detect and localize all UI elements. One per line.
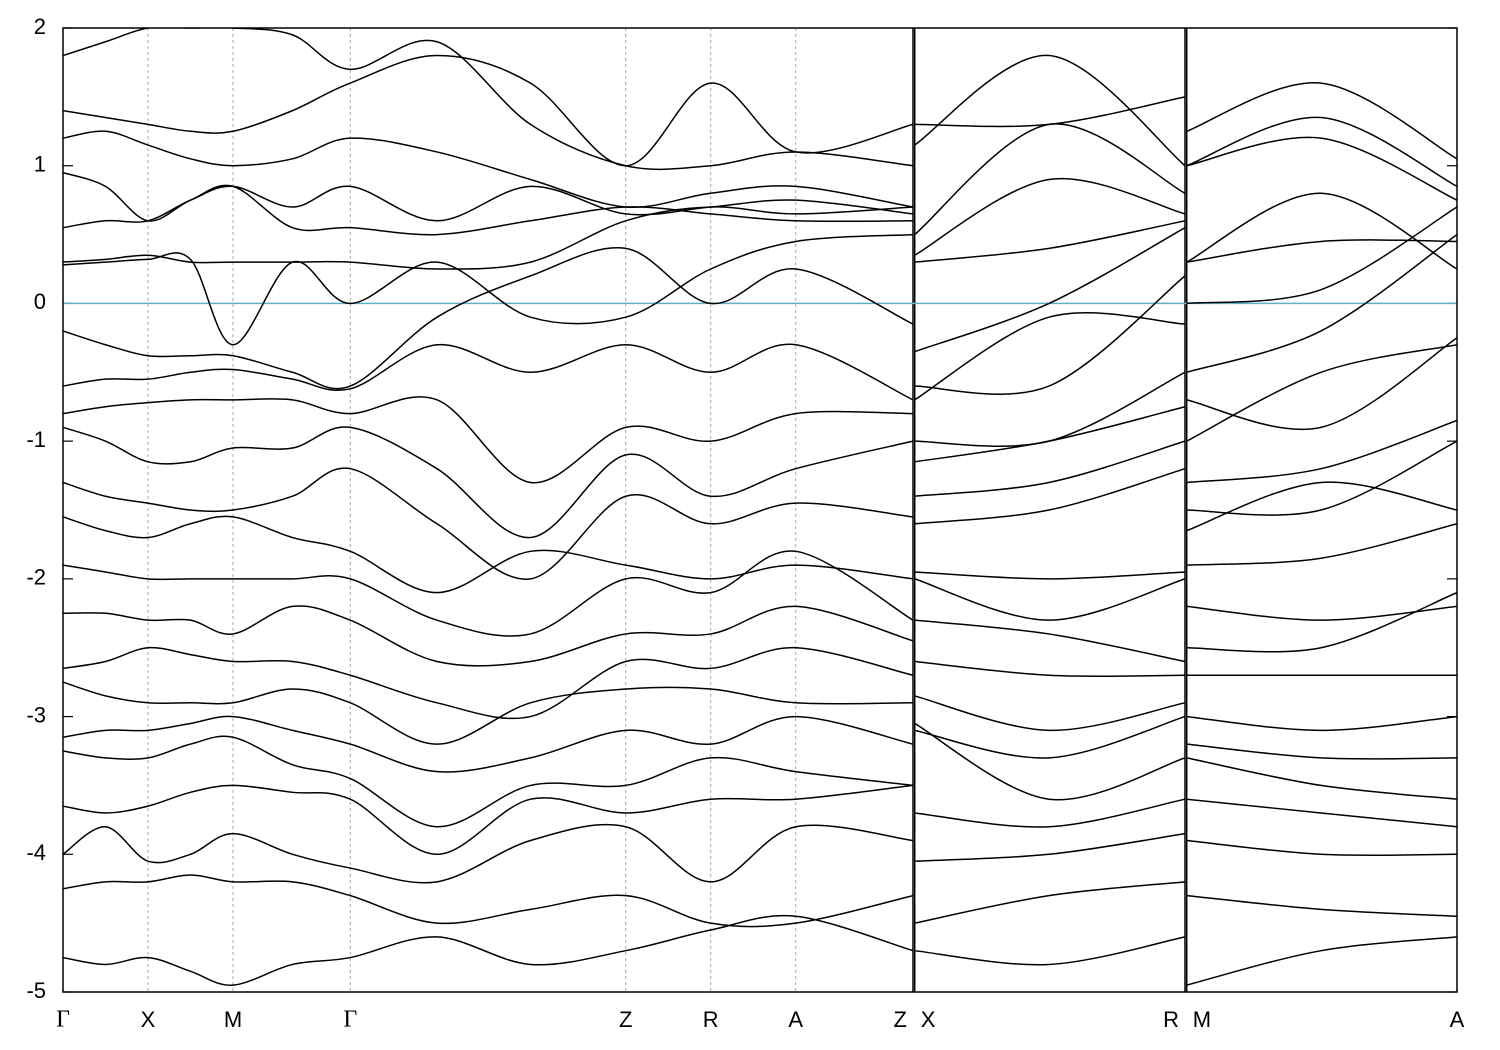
- band: [63, 914, 1457, 986]
- y-tick-label: -5: [26, 978, 46, 1003]
- band: [63, 396, 1457, 484]
- band: [63, 722, 1457, 828]
- y-tick-label: 2: [34, 14, 46, 39]
- y-tick-label: -3: [26, 702, 46, 727]
- x-tick-label: A: [1450, 1007, 1465, 1032]
- x-tick-label: Z: [619, 1007, 632, 1032]
- band: [63, 184, 1457, 270]
- band: [63, 646, 1457, 720]
- band: [63, 426, 1457, 539]
- y-tick-label: 1: [34, 152, 46, 177]
- y-tick-label: -1: [26, 427, 46, 452]
- band: [63, 681, 1457, 745]
- y-tick-label: -2: [26, 565, 46, 590]
- band: [63, 591, 1457, 667]
- band: [63, 233, 1457, 395]
- band: [63, 515, 1457, 594]
- band: [63, 467, 1457, 580]
- x-tick-label: M: [1193, 1007, 1211, 1032]
- band: [63, 28, 1457, 171]
- band: [63, 246, 1457, 430]
- x-tick-label: R: [703, 1007, 719, 1032]
- x-tick-label: M: [224, 1007, 242, 1032]
- band: [63, 823, 1457, 884]
- band: [63, 784, 1457, 856]
- band: [63, 874, 1457, 928]
- x-tick-label: X: [141, 1007, 156, 1032]
- band: [63, 123, 1457, 236]
- band: [63, 550, 1457, 637]
- bands: [63, 28, 1457, 986]
- x-tick-label: Z: [894, 1007, 907, 1032]
- x-tick-label: Γ: [56, 1007, 70, 1033]
- band: [63, 715, 1457, 773]
- band: [63, 171, 1457, 263]
- plot-frame: [62, 27, 1458, 993]
- x-tick-label: R: [1163, 1007, 1179, 1032]
- y-tick-label: 0: [34, 289, 46, 314]
- x-tick-label: X: [921, 1007, 936, 1032]
- x-tick-label: A: [788, 1007, 803, 1032]
- band: [63, 206, 1457, 353]
- y-tick-label: -4: [26, 840, 46, 865]
- x-tick-label: Γ: [343, 1007, 357, 1033]
